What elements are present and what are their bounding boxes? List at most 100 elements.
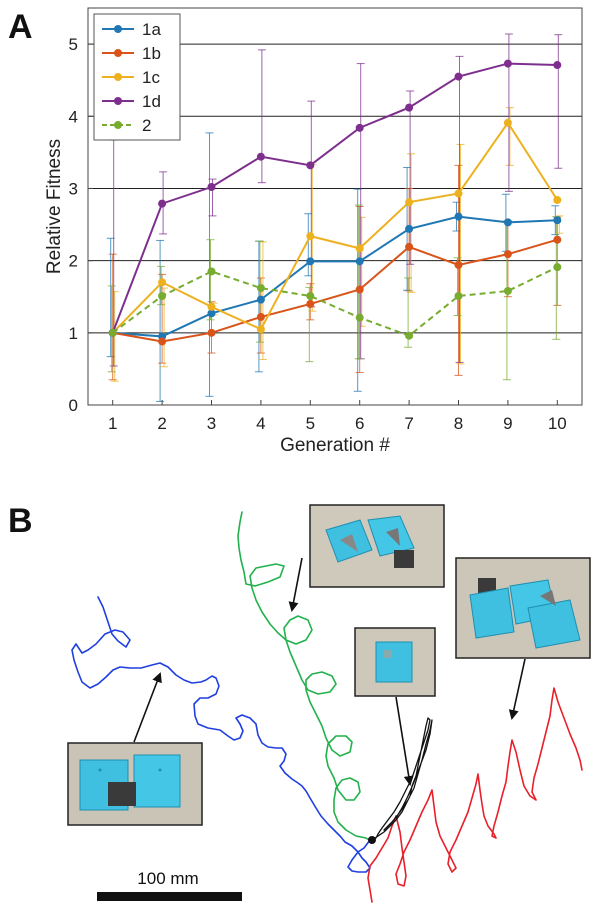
arrow-three-cubes: [288, 557, 303, 612]
legend-label: 1c: [142, 68, 160, 87]
y-tick-label: 4: [69, 107, 78, 126]
data-point: [207, 328, 216, 337]
data-point: [405, 224, 414, 233]
arrow-pair-cubes: [133, 672, 162, 743]
x-tick-label: 6: [355, 414, 364, 433]
chart-data-points: [108, 59, 562, 346]
photo-four-cubes: [455, 557, 591, 659]
callout-arrows: [133, 557, 526, 786]
data-point: [553, 216, 562, 225]
scale-bar: [97, 892, 242, 901]
data-point: [207, 183, 216, 192]
legend-swatch-marker: [114, 97, 122, 105]
data-point: [355, 244, 364, 253]
data-point: [454, 260, 463, 269]
data-point: [256, 295, 265, 304]
data-point: [108, 328, 117, 337]
data-point: [405, 242, 414, 251]
data-point: [306, 257, 315, 266]
x-tick-label: 10: [548, 414, 567, 433]
data-point: [405, 331, 414, 340]
chart-ticks: 0 1 2 3 4 5 1 2 3 4 5 6 7 8 9 10: [69, 35, 567, 433]
trajectory-panel: [71, 511, 583, 903]
legend-swatch-marker: [114, 49, 122, 57]
data-point: [158, 199, 167, 208]
data-point: [207, 302, 216, 311]
x-tick-label: 2: [157, 414, 166, 433]
data-point: [256, 312, 265, 321]
data-point: [355, 313, 364, 322]
panel-a-label: A: [8, 8, 33, 46]
data-point: [454, 292, 463, 301]
x-tick-label: 7: [404, 414, 413, 433]
legend-label: 2: [142, 116, 151, 135]
data-point: [553, 235, 562, 244]
panel-b-label: B: [8, 502, 33, 540]
arrow-four-cubes: [508, 658, 526, 720]
data-point: [454, 72, 463, 81]
data-point: [158, 292, 167, 301]
legend-swatch-marker: [114, 73, 122, 81]
plot-frame: [87, 7, 583, 406]
x-axis-label: Generation #: [280, 435, 390, 456]
red-trajectory: [367, 687, 583, 903]
photo-three-cubes: [309, 504, 445, 588]
chart-legend: 1a 1b 1c 1d 2: [93, 13, 181, 141]
data-point: [306, 299, 315, 308]
x-tick-label: 3: [207, 414, 216, 433]
data-point: [158, 278, 167, 287]
x-tick-label: 4: [256, 414, 265, 433]
data-point: [355, 123, 364, 132]
data-point: [503, 118, 512, 127]
data-point: [256, 284, 265, 293]
data-point: [207, 267, 216, 276]
data-point: [405, 103, 414, 112]
x-tick-label: 8: [454, 414, 463, 433]
y-tick-label: 5: [69, 35, 78, 54]
y-tick-label: 3: [69, 179, 78, 198]
data-point: [553, 263, 562, 272]
series-line: [112, 238, 558, 343]
green-trajectory: [237, 511, 373, 843]
data-point: [405, 198, 414, 207]
x-tick-label: 9: [503, 414, 512, 433]
y-tick-label: 0: [69, 396, 78, 415]
legend-swatch-marker: [114, 121, 122, 129]
y-tick-label: 2: [69, 252, 78, 271]
data-point: [503, 250, 512, 259]
black-trajectory: [371, 717, 433, 841]
black-trajectory-start: [368, 836, 376, 844]
y-tick-label: 1: [69, 324, 78, 343]
fitness-chart: 0 1 2 3 4 5 1 2 3 4 5 6 7 8 9 10 Generation # Relative …: [44, 7, 583, 456]
data-point: [355, 285, 364, 294]
data-point: [454, 212, 463, 221]
series-line: [112, 215, 558, 338]
data-point: [306, 161, 315, 170]
data-point: [207, 309, 216, 318]
data-point: [355, 257, 364, 266]
y-axis-label: Relative Fitness: [44, 139, 65, 274]
legend-label: 1b: [142, 44, 161, 63]
data-point: [306, 292, 315, 301]
photo-single-cube: [354, 627, 436, 697]
data-point: [256, 325, 265, 334]
data-point: [503, 218, 512, 227]
legend-label: 1a: [142, 20, 161, 39]
data-point: [256, 152, 265, 161]
photo-pair-cubes: [67, 742, 203, 826]
series-line: [111, 62, 558, 334]
data-point: [306, 232, 315, 241]
scale-bar-label: 100 mm: [137, 869, 198, 888]
data-point: [454, 189, 463, 198]
blue-trajectory: [71, 596, 371, 873]
data-point: [158, 337, 167, 346]
series-line: [111, 120, 559, 334]
arrow-single-cube: [395, 696, 414, 786]
chart-series-lines: [111, 62, 559, 343]
series-line: [112, 266, 558, 337]
data-point: [553, 196, 562, 205]
x-tick-label: 1: [108, 414, 117, 433]
data-point: [553, 61, 562, 70]
legend-label: 1d: [142, 92, 161, 111]
